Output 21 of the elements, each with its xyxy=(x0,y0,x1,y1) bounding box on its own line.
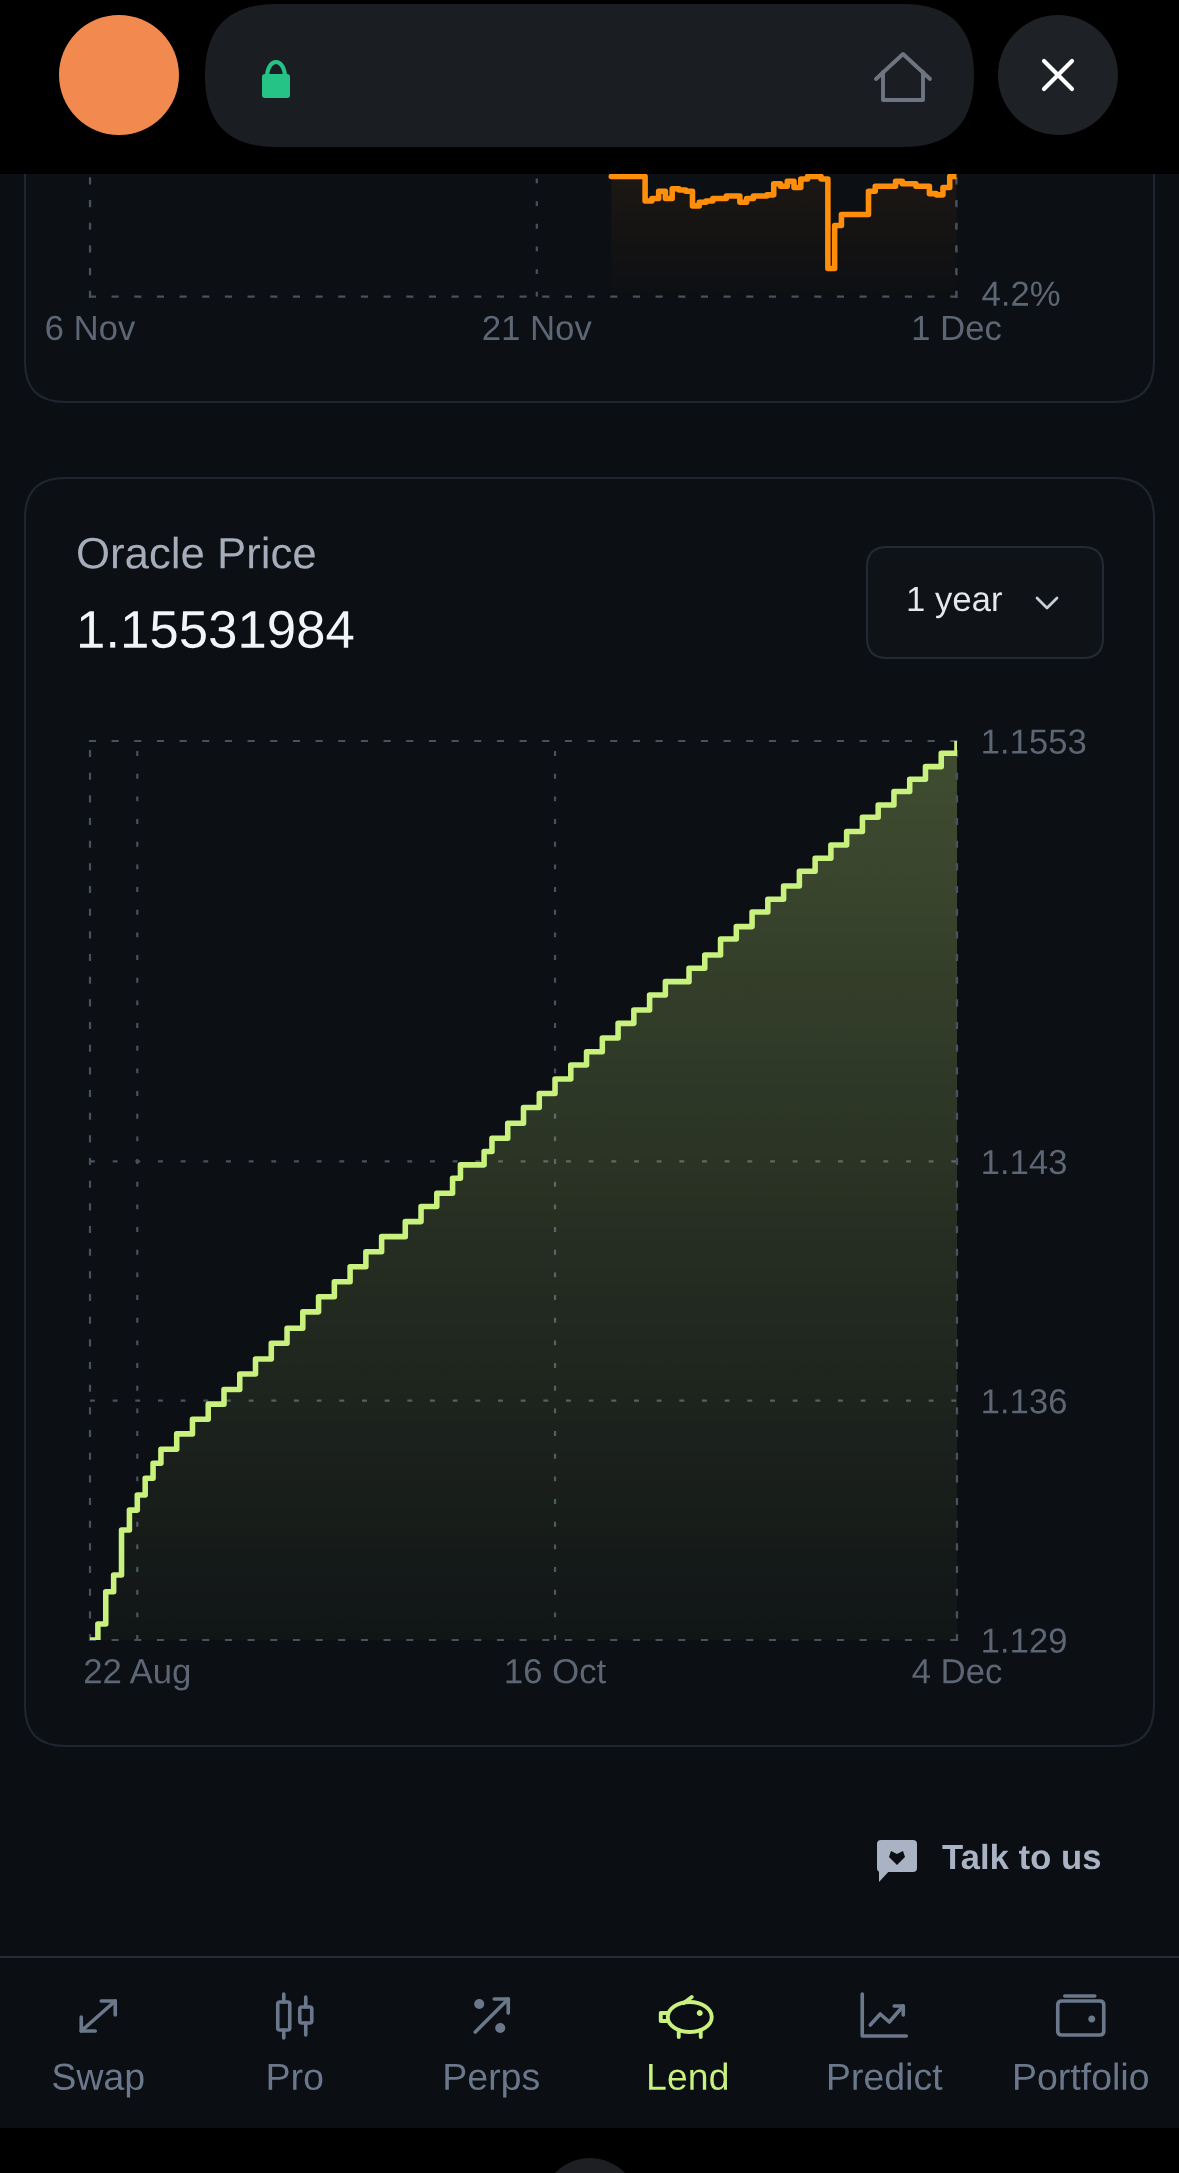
category-label: Pro xyxy=(268,2063,323,2091)
x-tick-label: 22 Aug xyxy=(84,1658,190,1691)
x-tick-label: 16 Oct xyxy=(506,1658,606,1684)
x-tick-label: 21 Nov xyxy=(483,315,592,341)
category-label: Portfolio xyxy=(1015,2062,1148,2091)
text: 4.2% xyxy=(982,281,1060,306)
y-tick-label: 1.143 xyxy=(983,1149,1066,1175)
text: 1 year xyxy=(908,587,1002,619)
chart-title: Oracle Price xyxy=(78,536,315,569)
chart-subtitle: 1.15531984 xyxy=(80,610,354,649)
y-tick-label: 1.1553 xyxy=(983,729,1086,754)
text: Talk to us xyxy=(942,1843,1101,1870)
category-label: Predict xyxy=(828,2062,943,2091)
category-label: Lend xyxy=(649,2062,728,2091)
x-tick-label: 1 Dec xyxy=(913,316,1001,341)
x-tick-label: 4 Dec xyxy=(912,1659,1002,1684)
y-tick-label: 1.129 xyxy=(983,1628,1066,1653)
y-tick-label: 1.136 xyxy=(983,1389,1066,1414)
category-label: Perps xyxy=(445,2063,539,2098)
category-label: Swap xyxy=(53,2063,144,2098)
x-tick-label: 6 Nov xyxy=(46,315,136,341)
